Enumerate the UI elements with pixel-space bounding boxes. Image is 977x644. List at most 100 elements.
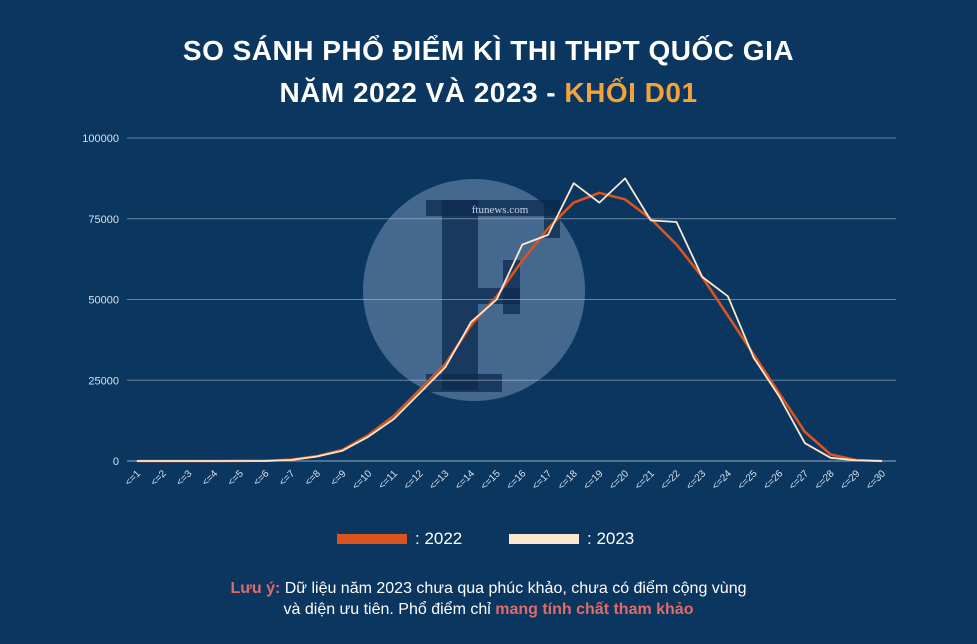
x-tick-label: <=13 (427, 468, 451, 492)
data-point (162, 460, 164, 462)
data-point (598, 192, 601, 194)
data-point (573, 202, 575, 204)
data-point (701, 276, 703, 278)
x-tick-label: <=4 (200, 468, 220, 488)
x-tick-label: <=20 (607, 468, 631, 492)
title-line-1: SO SÁNH PHỔ ĐIỂM KÌ THI THPT QUỐC GIA (182, 35, 795, 66)
x-tick-label: <=15 (479, 468, 503, 492)
chart-title: SO SÁNH PHỔ ĐIỂM KÌ THI THPT QUỐC GIA NĂ… (0, 30, 977, 114)
data-point (418, 392, 421, 394)
title-line-2-text: NĂM 2022 VÀ 2023 - (279, 77, 565, 108)
data-point (675, 221, 678, 223)
data-point (727, 315, 729, 317)
x-tick-label: <=24 (710, 468, 734, 492)
legend-label-2022: : 2022 (415, 529, 463, 548)
x-tick-label: <=22 (659, 468, 683, 492)
x-tick-label: <=18 (556, 468, 580, 492)
y-tick-label: 25000 (88, 375, 119, 387)
data-point (521, 260, 523, 262)
footnote-line-2: và diện ưu tiên. Phổ điểm chỉ mang tính … (0, 599, 977, 620)
x-tick-label: <=12 (402, 468, 426, 492)
data-point (598, 202, 601, 204)
x-tick-label: <=25 (736, 468, 760, 492)
x-tick-label: <=6 (252, 468, 272, 488)
data-point (264, 460, 267, 462)
legend-swatch-2023 (509, 534, 579, 544)
legend-label-2023: : 2023 (587, 529, 635, 548)
data-point (136, 460, 138, 462)
data-point (675, 243, 678, 246)
x-tick-label: <=27 (787, 468, 811, 492)
data-point (367, 436, 369, 438)
x-tick-label: <=5 (226, 468, 246, 488)
x-tick-label: <=14 (453, 468, 477, 492)
data-point (239, 460, 241, 462)
data-point (367, 434, 369, 436)
data-point (547, 234, 549, 236)
x-tick-label: <=2 (149, 468, 169, 488)
data-point (778, 392, 780, 394)
footnote-emphasis: mang tính chất tham khảo (495, 601, 694, 618)
line-chart: ftunews.com 0 25000 50000 75000 100000 <=1 <=… (82, 133, 896, 492)
x-tick-label: <=23 (684, 468, 708, 492)
watermark-text: ftunews.com (472, 204, 529, 216)
y-tick-label: 50000 (88, 295, 119, 307)
legend: : 2022 : 2023 (0, 529, 977, 555)
x-tick-label: <=29 (839, 468, 863, 492)
data-point (830, 453, 832, 456)
footnote-line-1: Lưu ý: Dữ liệu năm 2023 chưa qua phúc kh… (0, 578, 977, 599)
title-line-2: NĂM 2022 VÀ 2023 - KHỐI D01 (0, 72, 977, 114)
y-tick-label: 75000 (88, 214, 119, 226)
data-point (316, 455, 318, 458)
x-tick-label: <=10 (350, 468, 374, 492)
data-point (624, 177, 626, 179)
data-point (804, 431, 806, 433)
footnote: Lưu ý: Dữ liệu năm 2023 chưa qua phúc kh… (0, 578, 977, 620)
x-tick-label: <=1 (123, 468, 143, 488)
footnote-text-1: Dữ liệu năm 2023 chưa qua phúc khảo, chư… (280, 580, 747, 597)
footnote-text-2: và diện ưu tiên. Phổ điểm chỉ (283, 601, 496, 618)
x-tick-label: <=7 (277, 468, 297, 488)
y-tick-label: 100000 (82, 133, 119, 145)
data-point (521, 243, 523, 246)
legend-swatch-2022 (337, 534, 407, 544)
footnote-label: Lưu ý: (230, 580, 281, 597)
data-point (213, 460, 215, 462)
x-tick-label: <=30 (864, 468, 888, 492)
data-point (881, 460, 883, 462)
data-point (496, 295, 498, 297)
data-point (624, 198, 626, 200)
data-point (341, 450, 344, 452)
data-point (187, 460, 189, 462)
data-point (496, 298, 498, 301)
x-tick-label: <=17 (530, 468, 554, 492)
data-point (830, 457, 832, 459)
data-point (444, 366, 446, 368)
x-tick-label: <=28 (813, 468, 837, 492)
data-point (470, 324, 472, 326)
x-tick-label: <=21 (633, 468, 657, 492)
data-point (855, 459, 857, 461)
data-point (444, 363, 446, 365)
title-highlight: KHỐI D01 (564, 77, 698, 108)
data-point (393, 418, 395, 420)
data-point (804, 442, 806, 444)
data-point (727, 295, 729, 297)
x-tick-label: <=9 (329, 468, 349, 488)
x-tick-label: <=26 (761, 468, 785, 492)
y-tick-label: 0 (113, 456, 119, 468)
data-point (547, 227, 549, 230)
data-point (393, 415, 395, 417)
data-point (573, 182, 575, 184)
watermark-logo: ftunews.com (363, 179, 585, 401)
legend-item-2023: : 2023 (509, 529, 634, 549)
x-tick-label: <=19 (582, 468, 606, 492)
data-point (290, 459, 292, 461)
data-point (752, 357, 755, 359)
series-line-1 (137, 177, 883, 462)
x-tick-label: <=16 (505, 468, 529, 492)
data-point (650, 219, 652, 221)
data-point (778, 395, 780, 397)
x-tick-label: <=3 (175, 468, 195, 488)
data-point (418, 389, 421, 391)
